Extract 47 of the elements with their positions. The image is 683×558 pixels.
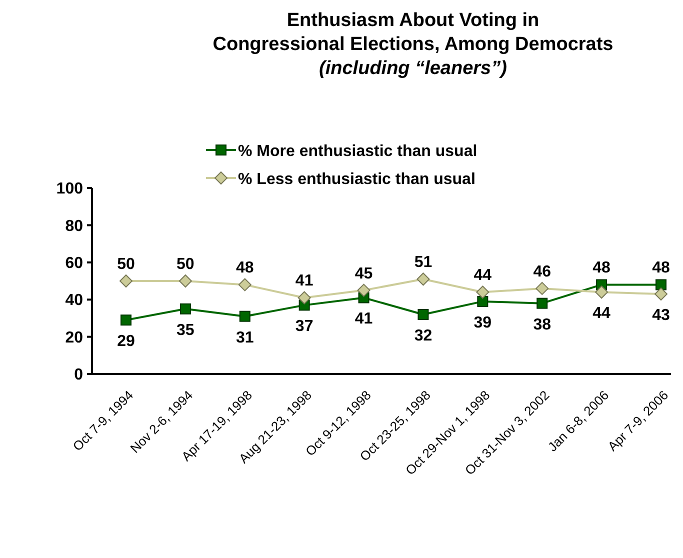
y-tick-label: 20: [65, 329, 84, 346]
data-label: 44: [474, 267, 492, 284]
point: [416, 272, 430, 286]
point: [239, 310, 250, 322]
point: [120, 314, 132, 326]
data-label: 50: [117, 256, 135, 273]
data-label: 35: [176, 322, 194, 339]
y-tick-label: 40: [65, 292, 84, 310]
point: [654, 288, 668, 301]
data-label: 45: [354, 265, 373, 282]
data-label: 48: [592, 260, 611, 277]
y-tick-label: 80: [65, 218, 84, 235]
data-label: 29: [117, 333, 135, 350]
data-label: 38: [533, 316, 552, 334]
data-label: 41: [295, 272, 314, 290]
point: [238, 278, 252, 292]
data-label: 32: [414, 327, 432, 344]
data-label: 51: [414, 254, 432, 272]
data-label: 31: [236, 329, 254, 346]
data-label: 37: [295, 318, 314, 336]
data-label: 48: [236, 260, 254, 277]
point: [298, 291, 311, 304]
y-tick-label: 100: [56, 180, 84, 198]
point: [178, 274, 192, 288]
data-label: 50: [176, 256, 194, 273]
point: [476, 286, 490, 299]
chart-title: Enthusiasm About Voting in Congressional Elections, Among Democrats: [212, 10, 614, 55]
point: [595, 286, 608, 299]
point: [418, 308, 429, 320]
point: [477, 296, 488, 307]
data-label: 44: [592, 305, 611, 322]
data-label: 43: [652, 307, 670, 324]
legend-label: % Less enthusiastic than usual: [238, 171, 476, 188]
data-label: 41: [354, 310, 373, 328]
data-label: 39: [474, 314, 492, 332]
point: [180, 303, 191, 314]
data-label: 48: [652, 260, 670, 277]
legend-label: % More enthusiastic than usual: [238, 143, 478, 160]
chart-subtitle: (including “leaners”): [319, 58, 507, 79]
point: [120, 274, 132, 288]
point: [656, 279, 666, 290]
point: [357, 284, 370, 297]
y-tick-label: 0: [74, 366, 84, 384]
point: [536, 282, 549, 295]
point: [536, 298, 548, 309]
y-tick-label: 60: [65, 255, 84, 272]
data-label: 46: [533, 263, 552, 280]
